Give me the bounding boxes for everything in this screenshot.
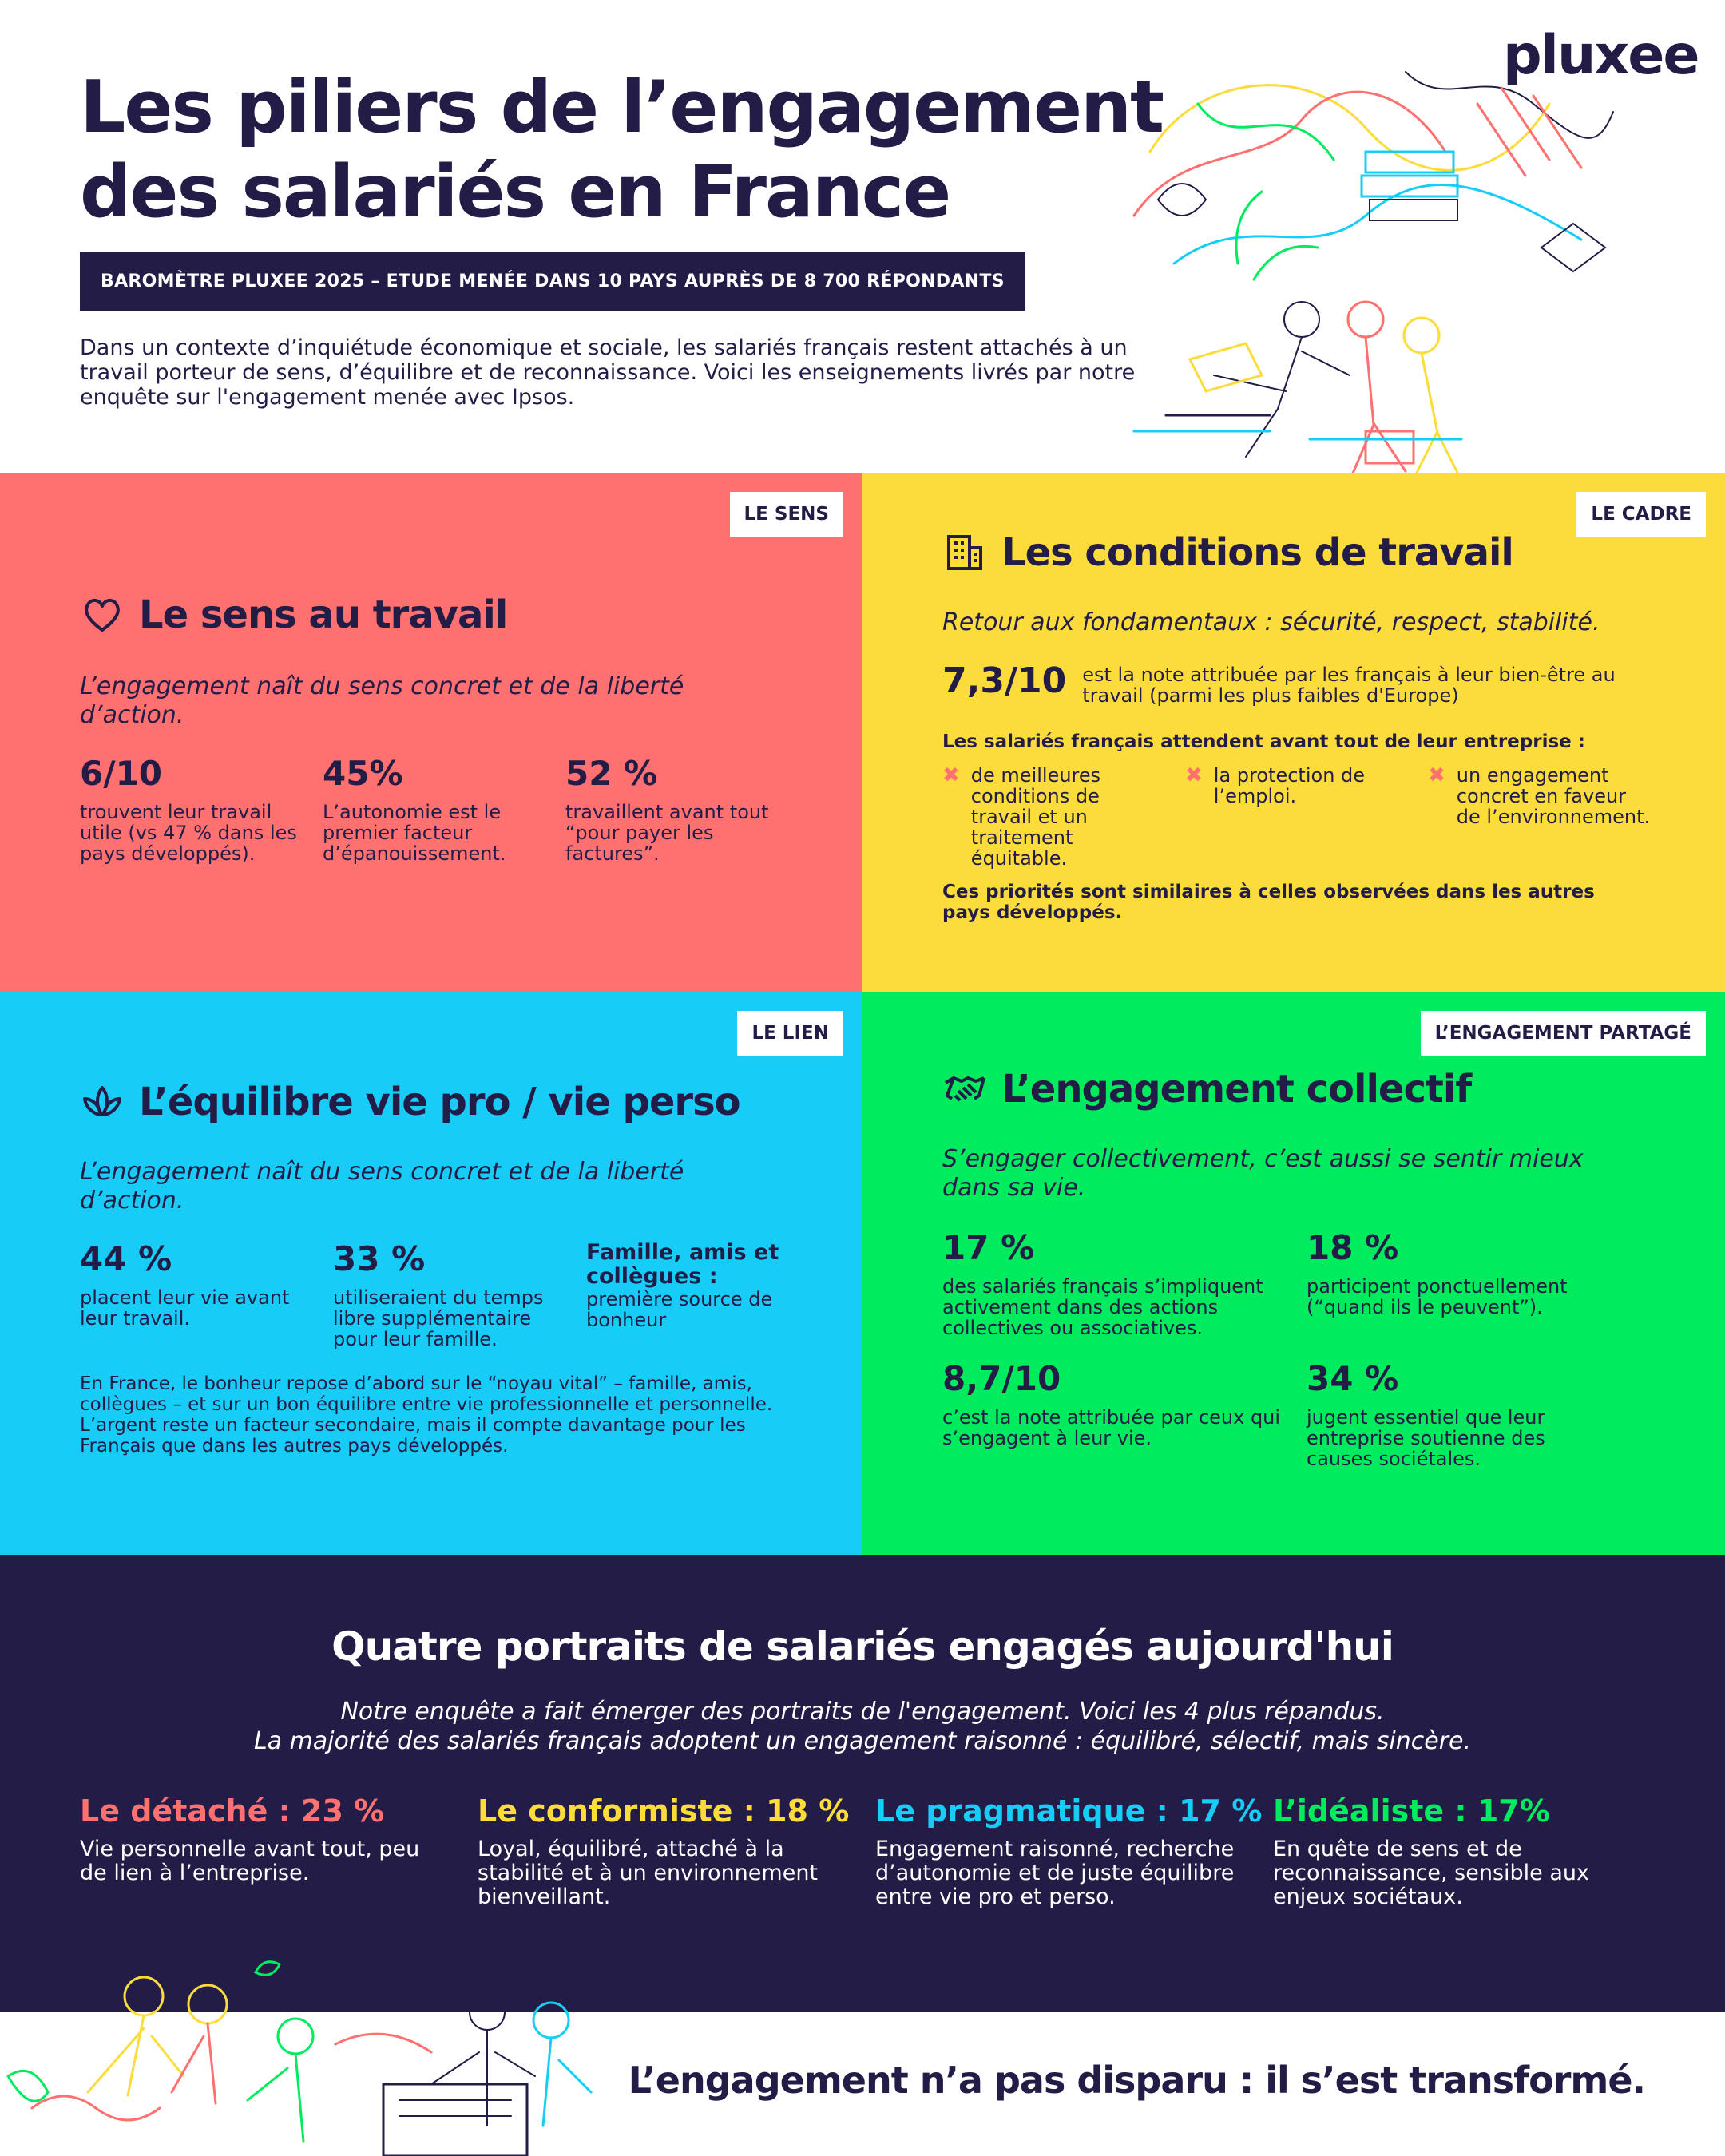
- portraits-subtitle-line-2: La majorité des salariés français adopte…: [253, 1727, 1472, 1755]
- expectation-item: ✖ un engagement concret en faveur de l’e…: [1428, 765, 1652, 827]
- portrait-pragmatique: Le pragmatique : 17 % Engagement raisonn…: [875, 1793, 1263, 1909]
- portrait-description: En quête de sens et de reconnaissance, s…: [1273, 1837, 1589, 1909]
- title-line-2: des salariés en France: [80, 150, 951, 234]
- stat-text: c’est la note attribuée par ceux qui s’e…: [942, 1406, 1281, 1449]
- heart-icon: [85, 599, 120, 632]
- portrait-name: Le détaché : 23 %: [80, 1793, 385, 1829]
- stat-text: trouvent leur travail utile (vs 47 % dan…: [80, 801, 297, 865]
- cross-icon: ✖: [1428, 763, 1445, 787]
- page-title: Les piliers de l’engagement des salariés…: [80, 65, 1166, 235]
- sens-lead: L’engagement naît du sens concret et de …: [80, 672, 684, 729]
- expectation-item: ✖ la protection de l’emploi.: [1185, 765, 1385, 807]
- engagement-stat-3: 8,7/10 c’est la note attribuée par ceux …: [942, 1359, 1286, 1449]
- section-portraits: Quatre portraits de salariés engagés auj…: [0, 1555, 1725, 2012]
- portrait-idealiste: L’idéaliste : 17% En quête de sens et de…: [1273, 1793, 1632, 1909]
- stat-value: 33 %: [333, 1239, 426, 1278]
- lotus-icon: [83, 1086, 121, 1116]
- footer-illustration: [6, 1960, 593, 2156]
- portraits-subtitle-line-1: Notre enquête a fait émerger des portrai…: [340, 1698, 1385, 1726]
- lien-lead: L’engagement naît du sens concret et de …: [80, 1158, 684, 1215]
- section-sens: LE SENS Le sens au travail L’engagement …: [0, 473, 862, 992]
- cadre-heading: Les conditions de travail: [942, 530, 1514, 575]
- stat-value: 8,7/10: [942, 1359, 1061, 1398]
- portrait-description: Loyal, équilibré, attaché à la stabilité…: [478, 1837, 819, 1909]
- stat-value: 44 %: [80, 1239, 172, 1278]
- cadre-expect-heading: Les salariés français attendent avant to…: [942, 731, 1585, 752]
- portrait-conformiste: Le conformiste : 18 % Loyal, équilibré, …: [478, 1793, 850, 1909]
- sens-heading: Le sens au travail: [80, 593, 508, 637]
- section-engagement: L’ENGAGEMENT PARTAGÉ L’engagement collec…: [862, 992, 1725, 1555]
- lien-stat-1: 44 % placent leur vie avant leur travail…: [80, 1239, 311, 1329]
- expectation-text: de meilleures conditions de travail et u…: [970, 764, 1101, 870]
- stat-text: travaillent avant tout “pour payer les f…: [565, 801, 769, 865]
- footer-tagline: L’engagement n’a pas disparu : il s’est …: [628, 2059, 1646, 2102]
- stat-value: 34 %: [1307, 1359, 1399, 1398]
- sens-stat-1: 6/10 trouvent leur travail utile (vs 47 …: [80, 754, 311, 864]
- sens-stat-3: 52 % travaillent avant tout “pour payer …: [565, 754, 797, 864]
- header-illustration: [1102, 71, 1614, 513]
- stat-value: 17 %: [942, 1228, 1035, 1267]
- expectation-text: un engagement concret en faveur de l’env…: [1456, 764, 1651, 828]
- stat-text: placent leur vie avant leur travail.: [80, 1286, 290, 1330]
- lien-note: En France, le bonheur repose d’abord sur…: [80, 1373, 773, 1456]
- portraits-title: Quatre portraits de salariés engagés auj…: [331, 1623, 1394, 1670]
- sens-title: Le sens au travail: [139, 593, 508, 637]
- lien-family-stat: Famille, amis et collègues : première so…: [586, 1240, 810, 1331]
- section-lien: LE LIEN L’équilibre vie pro / vie perso …: [0, 992, 862, 1555]
- score-value: 7,3/10: [942, 660, 1067, 701]
- engagement-heading: L’engagement collectif: [942, 1067, 1472, 1112]
- sens-stat-2: 45% L’autonomie est le premier facteur d…: [323, 754, 554, 864]
- portrait-name: Le conformiste : 18 %: [478, 1793, 850, 1829]
- stat-text: participent ponctuellement (“quand ils l…: [1307, 1275, 1568, 1318]
- engagement-title: L’engagement collectif: [1001, 1067, 1472, 1112]
- engagement-stat-1: 17 % des salariés français s’impliquent …: [942, 1228, 1278, 1338]
- handshake-icon: [944, 1076, 985, 1102]
- cross-icon: ✖: [942, 763, 960, 787]
- section-cadre: LE CADRE Les conditions de travail Retou…: [862, 473, 1725, 992]
- tag-le-lien: LE LIEN: [737, 1011, 843, 1056]
- intro-paragraph: Dans un contexte d’inquiétude économique…: [80, 335, 1136, 410]
- stat-text: jugent essentiel que leur entreprise sou…: [1307, 1406, 1545, 1470]
- pluxee-logo[interactable]: pluxee: [1503, 24, 1699, 87]
- stat-text: utiliseraient du temps libre supplémenta…: [333, 1286, 544, 1350]
- portrait-description: Engagement raisonné, recherche d’autonom…: [875, 1837, 1235, 1909]
- portrait-name: Le pragmatique : 17 %: [875, 1793, 1263, 1829]
- footer: L’engagement n’a pas disparu : il s’est …: [0, 1960, 1725, 2156]
- family-text: première source de bonheur: [586, 1288, 773, 1331]
- tag-le-sens: LE SENS: [729, 492, 843, 537]
- header: pluxee Les piliers de l’engagement des s…: [0, 0, 1725, 513]
- expectation-item: ✖ de meilleures conditions de travail et…: [942, 765, 1142, 869]
- cross-icon: ✖: [1185, 763, 1203, 787]
- score-text: est la note attribuée par les français à…: [1082, 664, 1616, 707]
- portraits-subtitle: Notre enquête a fait émerger des portrai…: [0, 1697, 1725, 1756]
- building-icon: [947, 535, 982, 570]
- stat-text: des salariés français s’impliquent activ…: [942, 1275, 1263, 1339]
- stat-value: 52 %: [565, 754, 658, 793]
- stat-text: L’autonomie est le premier facteur d’épa…: [323, 801, 506, 865]
- portrait-name: L’idéaliste : 17%: [1273, 1793, 1550, 1829]
- cadre-score: 7,3/10 est la note attribuée par les fra…: [942, 660, 1641, 707]
- family-heading: Famille, amis et collègues :: [586, 1240, 779, 1289]
- title-line-1: Les piliers de l’engagement: [80, 65, 1164, 149]
- lien-heading: L’équilibre vie pro / vie perso: [80, 1080, 741, 1124]
- portrait-description: Vie personnelle avant tout, peu de lien …: [80, 1837, 420, 1885]
- engagement-stat-2: 18 % participent ponctuellement (“quand …: [1307, 1228, 1594, 1318]
- expectation-text: la protection de l’emploi.: [1213, 764, 1366, 807]
- lien-stat-2: 33 % utiliseraient du temps libre supplé…: [333, 1239, 565, 1349]
- tag-le-cadre: LE CADRE: [1576, 492, 1706, 537]
- engagement-stat-4: 34 % jugent essentiel que leur entrepris…: [1307, 1359, 1594, 1469]
- portrait-detache: Le détaché : 23 % Vie personnelle avant …: [80, 1793, 439, 1885]
- engagement-lead: S’engager collectivement, c’est aussi se…: [942, 1145, 1584, 1202]
- cadre-lead: Retour aux fondamentaux : sécurité, resp…: [942, 608, 1600, 636]
- study-banner: BAROMÈTRE PLUXEE 2025 – ETUDE MENÉE DANS…: [80, 252, 1025, 311]
- lien-title: L’équilibre vie pro / vie perso: [139, 1080, 741, 1124]
- cadre-title: Les conditions de travail: [1001, 530, 1514, 575]
- tag-engagement-partage: L’ENGAGEMENT PARTAGÉ: [1420, 1011, 1706, 1056]
- stat-value: 6/10: [80, 754, 163, 793]
- cadre-note: Ces priorités sont similaires à celles o…: [942, 882, 1595, 923]
- stat-value: 45%: [323, 754, 403, 793]
- stat-value: 18 %: [1307, 1228, 1399, 1267]
